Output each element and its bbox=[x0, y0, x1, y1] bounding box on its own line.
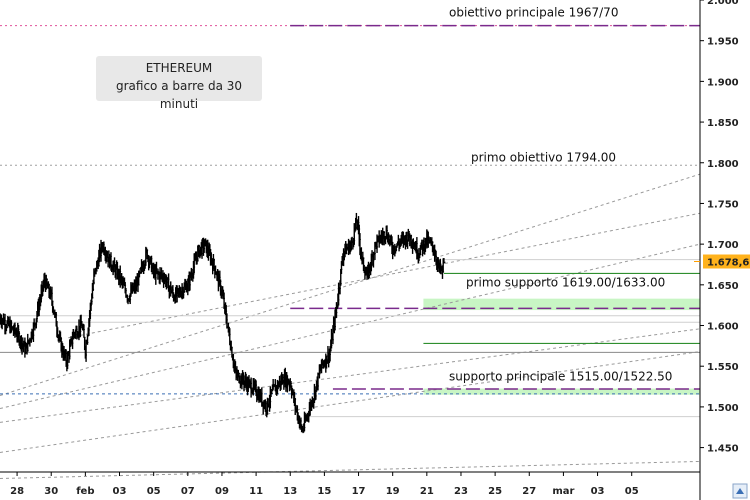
y-tick-label-3: 1.850 bbox=[707, 118, 739, 129]
y-tick-label-5: 1.750 bbox=[707, 199, 739, 210]
x-tick-label-8: 13 bbox=[283, 486, 297, 497]
y-tick-label-6: 1.700 bbox=[707, 240, 739, 251]
x-tick-label-12: 21 bbox=[420, 486, 434, 497]
annotation-label-3: supporto principale 1515.00/1522.50 bbox=[449, 370, 672, 384]
trend-line-2 bbox=[0, 243, 701, 410]
support-band-0 bbox=[423, 298, 700, 311]
y-tick-label-2: 1.900 bbox=[707, 77, 739, 88]
y-tick-label-7: 1.650 bbox=[707, 281, 739, 292]
trend-line-0 bbox=[0, 351, 701, 453]
annotation-label-1: primo obiettivo 1794.00 bbox=[471, 151, 616, 165]
annotation-labels-layer: obiettivo principale 1967/70 primo obiett… bbox=[449, 6, 672, 384]
x-tick-label-14: 25 bbox=[488, 486, 502, 497]
x-tick-label-15: 27 bbox=[522, 486, 536, 497]
x-tick-label-18: 05 bbox=[625, 486, 639, 497]
last-price-label: 1.678,66 bbox=[707, 258, 750, 269]
x-tick-label-10: 17 bbox=[352, 486, 366, 497]
x-tick-label-1: 30 bbox=[44, 486, 58, 497]
trend-lines-layer bbox=[0, 173, 701, 480]
x-tick-label-3: 03 bbox=[113, 486, 127, 497]
x-tick-label-4: 05 bbox=[147, 486, 161, 497]
trend-line-4 bbox=[68, 212, 701, 339]
chart-title: ETHEREUM bbox=[145, 61, 213, 75]
price-bars-layer bbox=[0, 212, 446, 434]
annotation-label-0: obiettivo principale 1967/70 bbox=[449, 6, 618, 20]
y-tick-label-11: 1.450 bbox=[707, 444, 739, 455]
y-tick-label-9: 1.550 bbox=[707, 362, 739, 373]
y-tick-label-8: 1.600 bbox=[707, 322, 739, 333]
x-tick-label-13: 23 bbox=[454, 486, 468, 497]
chart-info-box: ETHEREUM grafico a barre da 30 minuti bbox=[96, 56, 262, 111]
trend-line-5 bbox=[0, 460, 701, 480]
annotation-label-2: primo supporto 1619.00/1633.00 bbox=[466, 276, 665, 290]
x-tick-label-6: 09 bbox=[215, 486, 229, 497]
y-tick-label-10: 1.500 bbox=[707, 403, 739, 414]
x-tick-label-11: 19 bbox=[386, 486, 400, 497]
last-price-badge bbox=[703, 254, 750, 269]
x-tick-label-0: 28 bbox=[10, 486, 24, 497]
y-tick-label-1: 1.950 bbox=[707, 37, 739, 48]
x-tick-label-9: 15 bbox=[317, 486, 331, 497]
x-tick-label-7: 11 bbox=[249, 486, 263, 497]
y-tick-label-0: 2.000 bbox=[707, 0, 739, 7]
x-tick-label-2: feb bbox=[76, 486, 94, 497]
level-lines-layer bbox=[0, 24, 700, 418]
trend-line-1 bbox=[0, 328, 701, 423]
x-tick-label-16: mar bbox=[552, 486, 574, 497]
x-tick-label-17: 03 bbox=[591, 486, 605, 497]
trend-line-3 bbox=[0, 173, 701, 396]
x-tick-label-5: 07 bbox=[181, 486, 195, 497]
support-band-1 bbox=[423, 388, 700, 395]
chart-subtitle: grafico a barre da 30 minuti bbox=[116, 79, 242, 111]
arrow-up-icon bbox=[736, 488, 744, 494]
y-tick-label-4: 1.800 bbox=[707, 159, 739, 170]
support-bands-layer bbox=[423, 298, 700, 395]
